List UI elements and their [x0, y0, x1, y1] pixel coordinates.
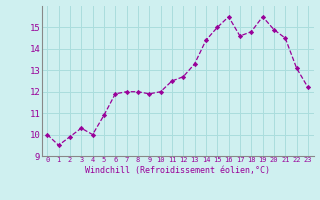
- X-axis label: Windchill (Refroidissement éolien,°C): Windchill (Refroidissement éolien,°C): [85, 166, 270, 175]
